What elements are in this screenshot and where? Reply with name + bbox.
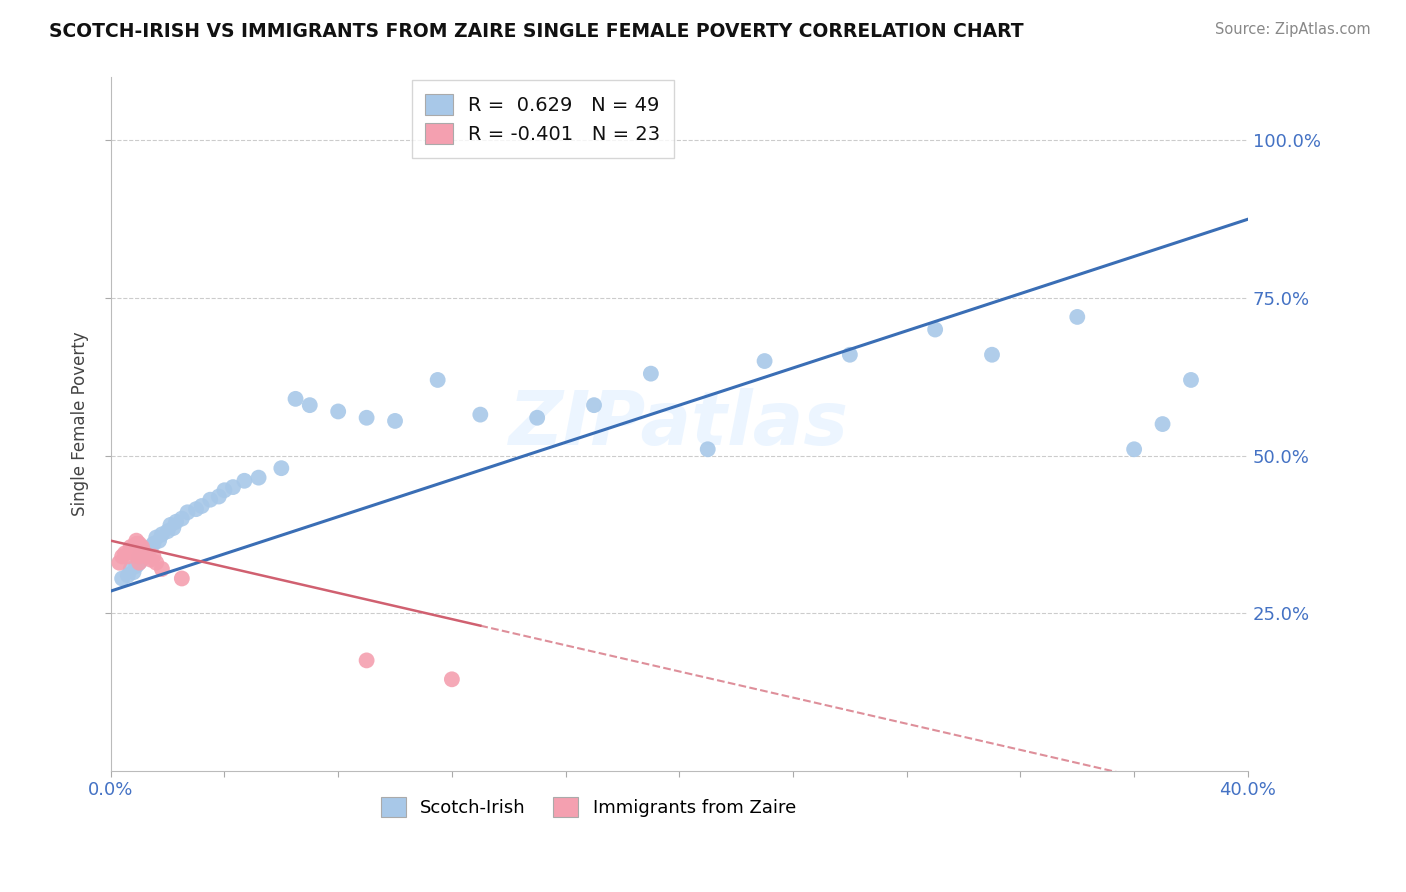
Point — [150, 562, 173, 576]
Point — [145, 531, 167, 545]
Point — [1123, 442, 1146, 457]
Legend: Scotch-Irish, Immigrants from Zaire: Scotch-Irish, Immigrants from Zaire — [374, 789, 803, 824]
Point — [165, 515, 187, 529]
Point — [696, 442, 718, 457]
Point — [640, 367, 662, 381]
Point — [134, 546, 156, 560]
Point — [1152, 417, 1174, 431]
Point — [148, 533, 170, 548]
Point — [184, 502, 207, 516]
Point — [120, 562, 142, 576]
Point — [176, 505, 198, 519]
Point — [122, 565, 145, 579]
Point — [838, 348, 860, 362]
Point — [122, 540, 145, 554]
Point — [145, 556, 167, 570]
Point — [142, 537, 165, 551]
Point — [150, 527, 173, 541]
Point — [128, 537, 150, 551]
Point — [924, 322, 946, 336]
Point — [981, 348, 1004, 362]
Point — [162, 521, 184, 535]
Point — [222, 480, 245, 494]
Point — [111, 549, 134, 564]
Point — [139, 540, 162, 554]
Point — [120, 543, 142, 558]
Point — [298, 398, 321, 412]
Point — [128, 549, 150, 564]
Point — [122, 546, 145, 560]
Point — [1180, 373, 1202, 387]
Point — [117, 549, 139, 564]
Point — [247, 470, 270, 484]
Point — [156, 524, 179, 539]
Point — [328, 404, 350, 418]
Point — [1066, 310, 1088, 324]
Point — [114, 546, 136, 560]
Point — [117, 568, 139, 582]
Point — [139, 552, 162, 566]
Point — [125, 537, 148, 551]
Point — [136, 549, 159, 564]
Point — [356, 410, 378, 425]
Point — [470, 408, 492, 422]
Point — [142, 549, 165, 564]
Point — [582, 398, 605, 412]
Point — [208, 490, 231, 504]
Point — [125, 558, 148, 573]
Point — [270, 461, 292, 475]
Point — [284, 392, 307, 406]
Point — [125, 533, 148, 548]
Point — [108, 556, 131, 570]
Point — [131, 540, 153, 554]
Point — [134, 546, 156, 560]
Point — [526, 410, 548, 425]
Point — [131, 552, 153, 566]
Point — [159, 517, 181, 532]
Point — [111, 572, 134, 586]
Point — [356, 653, 378, 667]
Point — [754, 354, 776, 368]
Point — [233, 474, 256, 488]
Point — [128, 556, 150, 570]
Point — [384, 414, 406, 428]
Point — [440, 673, 463, 687]
Point — [190, 499, 212, 513]
Point — [214, 483, 236, 498]
Point — [170, 572, 193, 586]
Text: SCOTCH-IRISH VS IMMIGRANTS FROM ZAIRE SINGLE FEMALE POVERTY CORRELATION CHART: SCOTCH-IRISH VS IMMIGRANTS FROM ZAIRE SI… — [49, 22, 1024, 41]
Text: Source: ZipAtlas.com: Source: ZipAtlas.com — [1215, 22, 1371, 37]
Point — [136, 543, 159, 558]
Point — [128, 556, 150, 570]
Point — [120, 540, 142, 554]
Point — [426, 373, 449, 387]
Point — [200, 492, 222, 507]
Point — [170, 511, 193, 525]
Y-axis label: Single Female Poverty: Single Female Poverty — [72, 332, 89, 516]
Point — [128, 549, 150, 564]
Text: ZIPatlas: ZIPatlas — [509, 387, 849, 460]
